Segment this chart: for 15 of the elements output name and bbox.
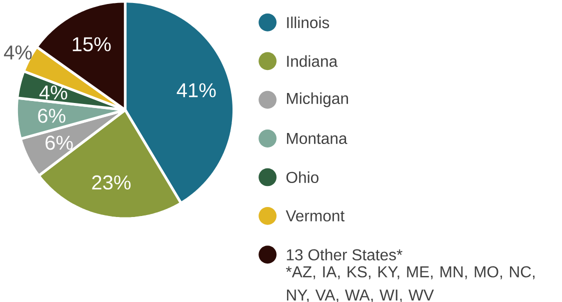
legend-label: Michigan [287,92,348,107]
text: *AZ, IA, KS, KY, ME, MN, MO, NC, NY, VA, WA, WI, WV [286,266,534,302]
legend-label: Illinois [287,16,330,28]
data-label: 4% [39,85,68,100]
data-label: 4% [4,45,32,60]
legend-label: 13 Other States* [286,248,402,260]
data-label: 15% [72,36,111,52]
legend-label: Indiana [287,55,338,67]
legend-label: Ohio [286,171,318,183]
legend-label: Montana [287,132,348,144]
data-label: 6% [38,108,66,123]
legend-label: Vermont [286,210,345,222]
data-label: 41% [176,83,216,98]
data-label: 6% [46,135,73,150]
data-label: 23% [92,175,131,190]
